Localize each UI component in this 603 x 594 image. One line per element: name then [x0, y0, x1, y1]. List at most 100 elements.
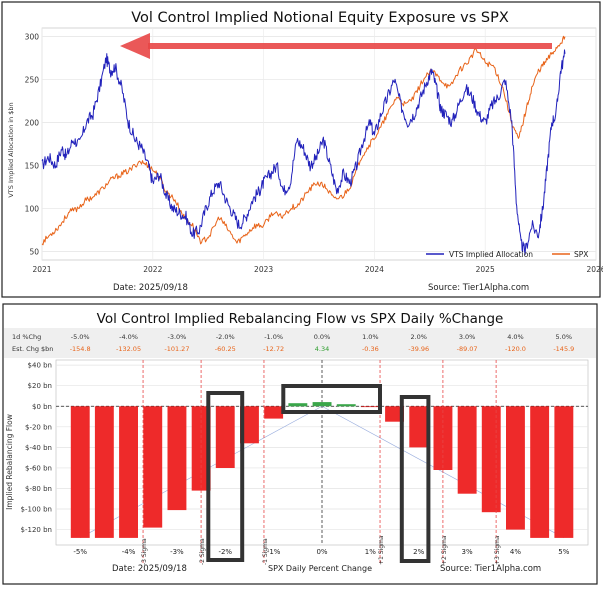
bottom-y-tick-label: $20 bn — [28, 382, 52, 390]
legend-vts-label: VTS Implied Allocation — [449, 250, 533, 259]
sigma-label: +3 Sigma — [494, 535, 501, 565]
bottom-x-tick-label: -3% — [170, 548, 184, 556]
table-est-change: -89.07 — [457, 345, 478, 353]
top-y-tick-label: 300 — [25, 33, 40, 42]
flow-bar — [481, 406, 501, 513]
top-series — [41, 35, 566, 255]
flow-bar — [143, 406, 163, 528]
flow-bar — [433, 406, 453, 470]
bottom-y-ticks: $40 bn $20 bn $0 bn $-20 bn $-40 bn $-60 bn $-… — [21, 362, 52, 534]
table-est-change: -0.36 — [362, 345, 379, 353]
top-plot-area — [41, 27, 597, 261]
bottom-bars — [70, 402, 574, 538]
bottom-y-tick-label: $0 bn — [32, 403, 52, 411]
top-y-tick-label: 200 — [25, 119, 40, 128]
bottom-x-tick-label: -1% — [267, 548, 281, 556]
bottom-x-tick-label: 4% — [510, 548, 521, 556]
sigma-label: +1 Sigma — [378, 535, 385, 565]
table-est-change: -101.27 — [164, 345, 189, 353]
top-x-ticks: 2021 2022 2023 2024 2025 2026 — [32, 265, 603, 274]
bottom-x-tick-label: 5% — [558, 548, 569, 556]
top-y-axis-label: VTS Implied Allocation in $bn — [7, 102, 15, 197]
table-pct-change: 4.0% — [507, 333, 524, 341]
table-est-change: -60.25 — [215, 345, 236, 353]
flow-bar — [70, 406, 90, 538]
highlight-box — [206, 391, 245, 562]
top-x-tick-label: 2026 — [586, 265, 603, 274]
top-x-tick-label: 2021 — [32, 265, 51, 274]
top-y-tick-label: 150 — [25, 161, 40, 170]
sigma-label: -1 Sigma — [262, 538, 269, 565]
flow-bar — [288, 403, 308, 407]
table-pct-change: 1.0% — [362, 333, 379, 341]
bottom-y-tick-label: $40 bn — [28, 362, 52, 370]
flow-bar — [312, 402, 332, 407]
table-est-change: -120.0 — [505, 345, 526, 353]
top-chart-title: Vol Control Implied Notional Equity Expo… — [131, 10, 509, 26]
flow-bar — [530, 406, 550, 538]
top-chart: Vol Control Implied Notional Equity Expo… — [1, 1, 603, 298]
bottom-x-tick-label: 1% — [365, 548, 376, 556]
bottom-highlight-boxes — [206, 384, 431, 563]
table-pct-change: -3.0% — [167, 333, 186, 341]
highlight-box — [281, 384, 382, 414]
table-row1-label: 1d %Chg — [12, 333, 41, 341]
table-est-change: -12.72 — [263, 345, 284, 353]
top-x-tick-label: 2022 — [143, 265, 162, 274]
legend-spx-label: SPX — [574, 250, 588, 259]
bottom-x-tick-label: 2% — [413, 548, 424, 556]
annotation-arrow — [120, 33, 552, 59]
bottom-y-tick-label: $-40 bn — [25, 444, 52, 452]
vts-implied-allocation-line — [41, 49, 566, 255]
table-pct-change: 2.0% — [410, 333, 427, 341]
flow-bar — [167, 406, 187, 511]
table-pct-change: 0.0% — [314, 333, 331, 341]
bottom-chart: Vol Control Implied Rebalancing Flow vs … — [2, 303, 598, 585]
bottom-y-tick-label: $-20 bn — [25, 423, 52, 431]
table-est-change: -154.8 — [70, 345, 91, 353]
table-pct-change: -5.0% — [71, 333, 90, 341]
flow-bar — [554, 406, 574, 538]
top-footer-source: Source: Tier1Alpha.com — [428, 283, 529, 293]
top-y-tick-label: 250 — [25, 76, 40, 85]
sigma-label: -2 Sigma — [199, 538, 206, 565]
flow-bar — [264, 406, 284, 419]
table-est-change: -132.05 — [116, 345, 141, 353]
table-est-change: 4.34 — [315, 345, 329, 353]
top-y-tick-label: 50 — [29, 247, 39, 256]
flow-bar — [336, 404, 356, 407]
flow-bar — [191, 406, 211, 491]
bottom-x-tick-label: 0% — [316, 548, 327, 556]
bottom-x-axis-label: SPX Daily Percent Change — [268, 564, 372, 573]
bottom-x-tick-label: 3% — [462, 548, 473, 556]
top-y-tick-label: 100 — [25, 204, 40, 213]
top-y-ticks: 50 100 150 200 250 300 — [25, 33, 40, 257]
table-pct-change: 3.0% — [459, 333, 476, 341]
top-grid — [41, 28, 597, 260]
bottom-y-tick-label: $-60 bn — [25, 464, 52, 472]
bottom-footer-source: Source: Tier1Alpha.com — [440, 564, 541, 574]
table-est-change: -145.9 — [553, 345, 574, 353]
top-x-tick-label: 2024 — [365, 265, 384, 274]
table-row2-label: Est. Chg $bn — [12, 345, 53, 353]
flow-bar — [240, 406, 259, 444]
flow-bar — [119, 406, 138, 538]
highlight-box — [399, 395, 431, 563]
flow-bar — [409, 406, 429, 448]
bottom-sigma-lines: -3 Sigma -2 Sigma -1 Sigma +1 Sigma +2 Sigma… — [141, 360, 501, 565]
sigma-label: +2 Sigma — [441, 535, 448, 565]
table-est-change: -39.96 — [408, 345, 429, 353]
bottom-y-tick-label: $-100 bn — [21, 506, 52, 514]
bottom-footer-date: Date: 2025/09/18 — [112, 564, 187, 574]
flow-bar — [385, 406, 404, 422]
bottom-y-tick-label: $-120 bn — [21, 526, 52, 534]
flow-bar — [506, 406, 525, 530]
flow-bar — [215, 406, 235, 468]
bottom-y-tick-label: $-80 bn — [25, 485, 52, 493]
bottom-table: 1d %Chg Est. Chg $bn -5.0% -4.0% -3.0% -2.0… — [12, 333, 574, 353]
flow-bar — [457, 406, 477, 494]
table-pct-change: -4.0% — [119, 333, 138, 341]
top-legend: VTS Implied Allocation SPX — [426, 250, 588, 259]
bottom-x-tick-label: -2% — [218, 548, 232, 556]
